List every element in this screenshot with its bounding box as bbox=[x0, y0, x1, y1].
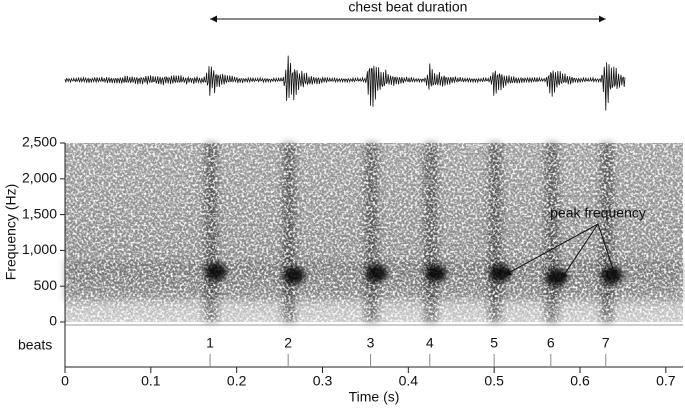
spectrogram-speckle bbox=[65, 143, 683, 322]
peak-blob bbox=[205, 262, 228, 281]
beat-number: 7 bbox=[602, 335, 610, 351]
peak-blob bbox=[365, 264, 388, 283]
x-tick-label: 0.4 bbox=[399, 373, 419, 389]
x-tick-label: 0.7 bbox=[656, 373, 676, 389]
waveform bbox=[64, 55, 626, 111]
y-tick-label: 1,000 bbox=[22, 241, 57, 257]
beat-number: 2 bbox=[284, 335, 292, 351]
y-tick-label: 2,500 bbox=[22, 134, 57, 150]
x-axis-label: Time (s) bbox=[349, 389, 400, 405]
x-tick-label: 0.1 bbox=[141, 373, 161, 389]
x-tick-label: 0.2 bbox=[227, 373, 247, 389]
peak-blob bbox=[545, 268, 568, 287]
peak-blob bbox=[283, 266, 306, 285]
y-tick-label: 0 bbox=[49, 313, 57, 329]
peak-blob bbox=[600, 266, 623, 285]
beat-number: 6 bbox=[547, 335, 555, 351]
y-axis-label: Frequency (Hz) bbox=[3, 184, 19, 280]
peak-arrow bbox=[503, 223, 599, 276]
peak-blob bbox=[489, 264, 512, 283]
beat-number: 3 bbox=[367, 335, 375, 351]
y-tick-label: 500 bbox=[34, 277, 58, 293]
x-tick-label: 0.5 bbox=[484, 373, 504, 389]
beats-label: beats bbox=[18, 337, 52, 353]
x-tick-label: 0 bbox=[61, 373, 69, 389]
peak-blob bbox=[424, 264, 447, 283]
y-tick-label: 1,500 bbox=[22, 205, 57, 221]
x-tick-label: 0.6 bbox=[570, 373, 590, 389]
peak-arrow bbox=[597, 223, 617, 278]
beat-number: 1 bbox=[206, 335, 214, 351]
y-tick-label: 2,000 bbox=[22, 170, 57, 186]
peak-label: peak frequency bbox=[550, 205, 646, 221]
duration-label: chest beat duration bbox=[348, 0, 467, 15]
beat-number: 5 bbox=[490, 335, 498, 351]
x-tick-label: 0.3 bbox=[313, 373, 333, 389]
beat-number: 4 bbox=[426, 335, 434, 351]
peak-arrow bbox=[560, 223, 599, 280]
